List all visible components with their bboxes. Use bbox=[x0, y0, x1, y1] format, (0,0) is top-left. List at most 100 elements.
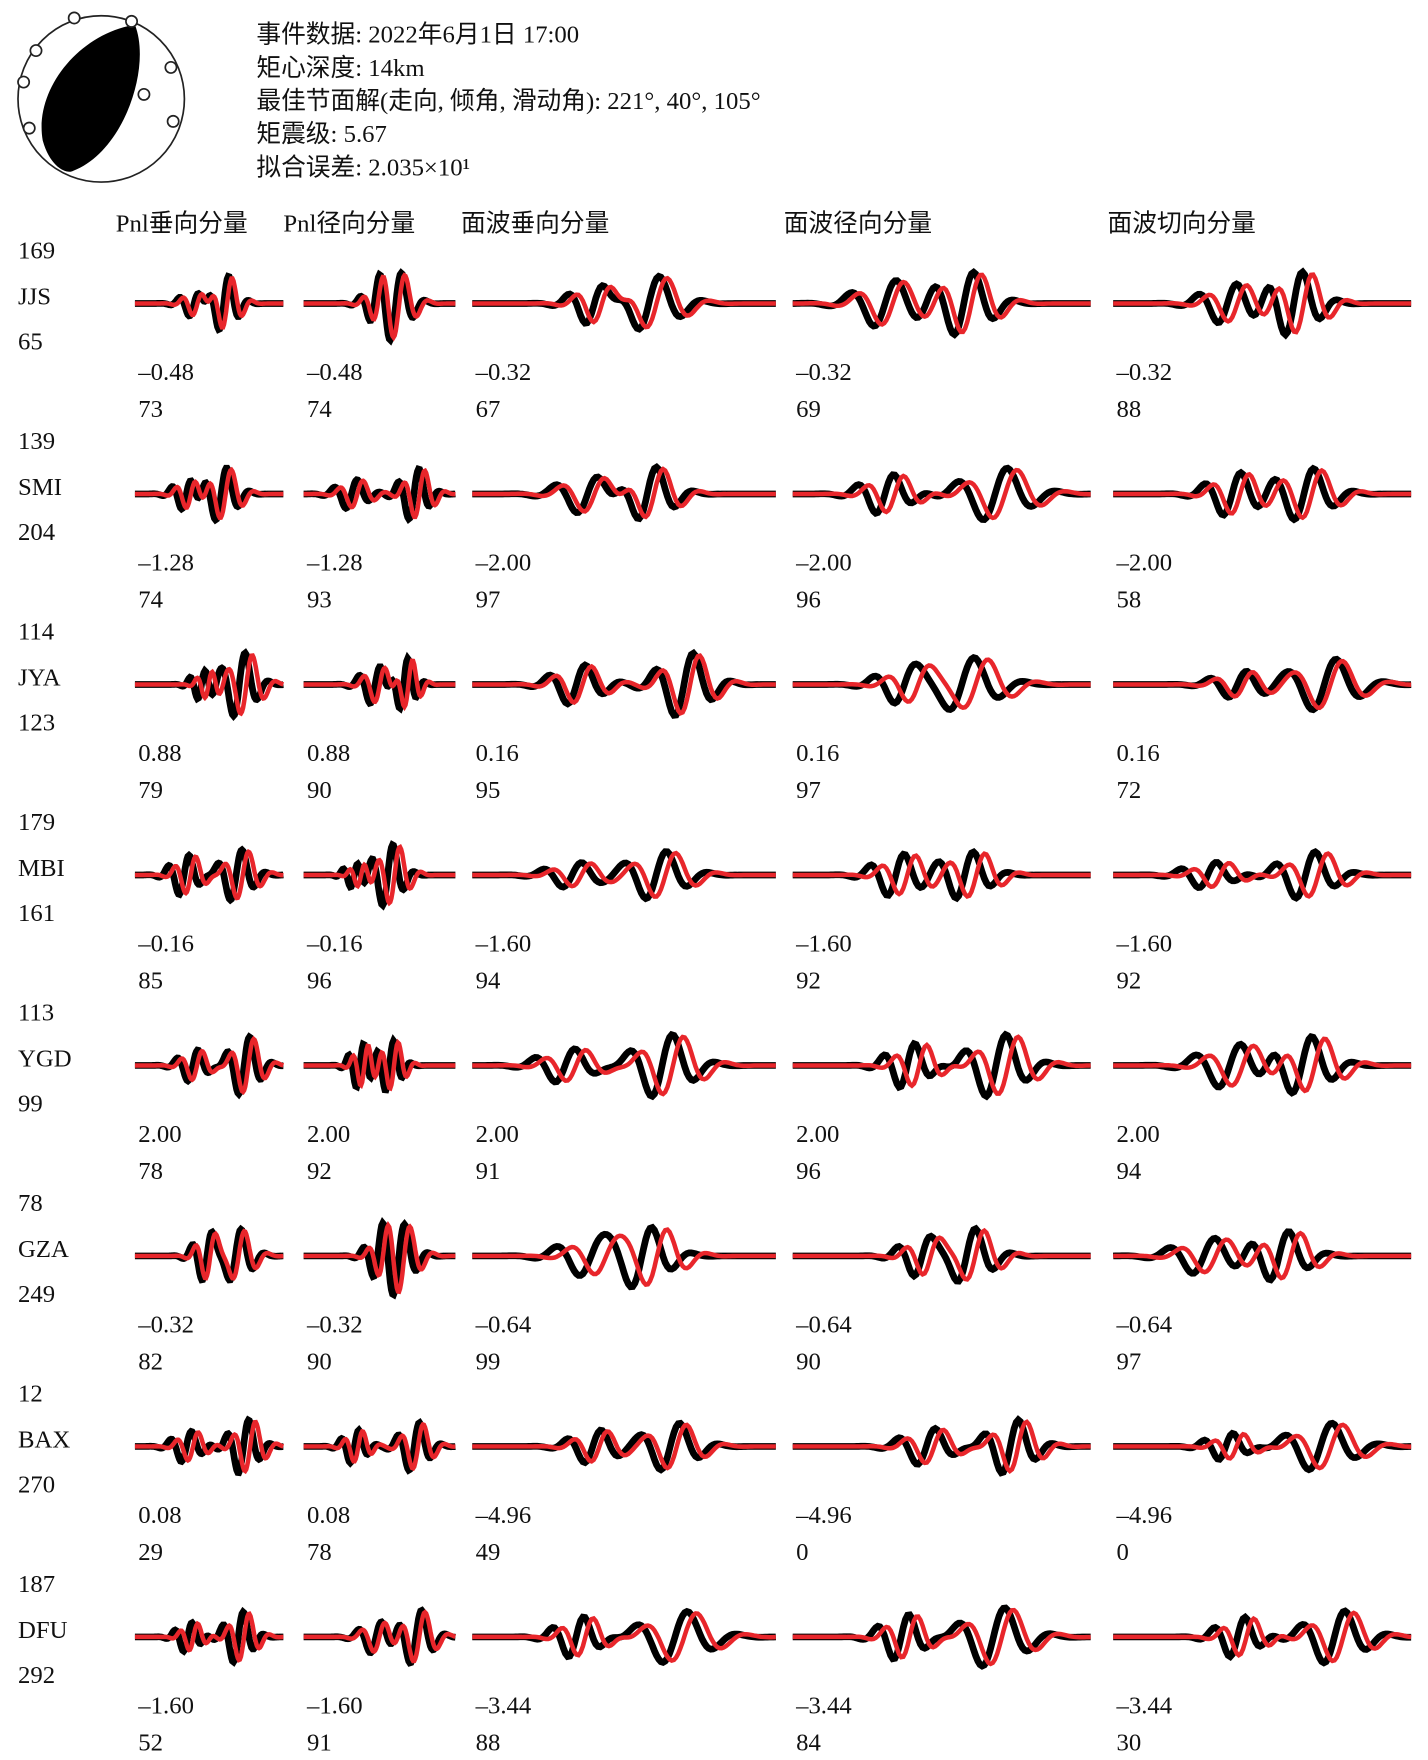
waveform-synthetic bbox=[472, 1227, 776, 1288]
time-shift: –0.16 bbox=[137, 930, 194, 957]
correlation: 78 bbox=[138, 1158, 163, 1185]
correlation: 96 bbox=[307, 967, 332, 994]
waveform-synthetic bbox=[303, 658, 456, 712]
station-distance: 12 bbox=[18, 1380, 43, 1407]
waveform-synthetic bbox=[1113, 1422, 1412, 1471]
waveform-synthetic bbox=[303, 467, 456, 520]
waveform-observed bbox=[303, 465, 456, 524]
correlation: 67 bbox=[476, 396, 501, 423]
correlation: 74 bbox=[307, 396, 332, 423]
waveform-synthetic bbox=[303, 272, 456, 342]
time-shift: 0.08 bbox=[138, 1502, 181, 1529]
waveform-synthetic bbox=[1113, 1036, 1412, 1094]
waveform-synthetic bbox=[303, 1038, 456, 1092]
station-azimuth: 123 bbox=[18, 710, 55, 737]
time-shift: –3.44 bbox=[475, 1692, 532, 1719]
header-line: 矩心深度: 14km bbox=[256, 54, 424, 82]
correlation: 0 bbox=[1117, 1539, 1129, 1566]
waveform-synthetic bbox=[792, 272, 1091, 335]
waveform-synthetic bbox=[472, 1034, 776, 1097]
waveform-synthetic bbox=[1113, 467, 1412, 521]
station-azimuth: 161 bbox=[18, 900, 55, 927]
time-shift: –0.32 bbox=[137, 1311, 194, 1338]
station-distance: 113 bbox=[18, 999, 54, 1026]
correlation: 29 bbox=[138, 1539, 163, 1566]
station-name: SMI bbox=[18, 474, 62, 501]
waveform-synthetic bbox=[1113, 658, 1412, 711]
station-name: YGD bbox=[18, 1046, 72, 1073]
header-line: 矩震级: 5.67 bbox=[256, 120, 386, 148]
correlation: 90 bbox=[307, 777, 332, 804]
waveform-synthetic bbox=[1113, 1610, 1412, 1664]
time-shift: 2.00 bbox=[307, 1121, 350, 1148]
waveform-synthetic bbox=[792, 851, 1091, 900]
time-shift: 0.16 bbox=[796, 740, 839, 767]
station-distance: 78 bbox=[18, 1190, 43, 1217]
waveform-synthetic bbox=[792, 1419, 1091, 1475]
station-name: JJS bbox=[18, 284, 51, 311]
time-shift: –1.60 bbox=[306, 1692, 363, 1719]
waveform-synthetic bbox=[792, 1607, 1091, 1667]
time-shift: –4.96 bbox=[475, 1502, 532, 1529]
correlation: 97 bbox=[796, 777, 821, 804]
correlation: 73 bbox=[138, 396, 163, 423]
correlation: 92 bbox=[796, 967, 821, 994]
correlation: 69 bbox=[796, 396, 821, 423]
station-azimuth: 292 bbox=[18, 1662, 55, 1689]
correlation: 97 bbox=[476, 586, 501, 613]
time-shift: 2.00 bbox=[1117, 1121, 1160, 1148]
time-shift: –2.00 bbox=[795, 549, 852, 576]
station-name: GZA bbox=[18, 1236, 69, 1263]
time-shift: –1.60 bbox=[795, 930, 852, 957]
correlation: 91 bbox=[307, 1729, 332, 1756]
correlation: 99 bbox=[476, 1348, 501, 1375]
station-polarities bbox=[17, 11, 180, 135]
waveform-synthetic bbox=[303, 1221, 456, 1295]
time-shift: –0.32 bbox=[475, 359, 532, 386]
waveform-synthetic bbox=[134, 1419, 285, 1475]
correlation: 88 bbox=[1117, 396, 1142, 423]
time-shift: –0.32 bbox=[1116, 359, 1173, 386]
column-header: Pnl垂向分量 bbox=[116, 210, 248, 238]
column-header: 面波切向分量 bbox=[1108, 210, 1256, 238]
correlation: 96 bbox=[796, 1158, 821, 1185]
correlation: 85 bbox=[138, 967, 163, 994]
time-shift: –2.00 bbox=[475, 549, 532, 576]
column-header: 面波径向分量 bbox=[784, 210, 932, 238]
correlation: 58 bbox=[1117, 586, 1142, 613]
waveform-synthetic bbox=[1113, 272, 1412, 335]
waveform-synthetic bbox=[792, 657, 1091, 711]
waveform-synthetic bbox=[472, 653, 776, 717]
correlation: 84 bbox=[796, 1729, 821, 1756]
time-shift: –0.16 bbox=[306, 930, 363, 957]
correlation: 78 bbox=[307, 1539, 332, 1566]
time-shift: –4.96 bbox=[1116, 1502, 1173, 1529]
header-line: 最佳节面解(走向, 倾角, 滑动角): 221°, 40°, 105° bbox=[256, 87, 760, 115]
correlation: 95 bbox=[476, 777, 501, 804]
correlation: 94 bbox=[476, 967, 501, 994]
beachball bbox=[17, 11, 186, 183]
waveform-synthetic bbox=[134, 1228, 284, 1281]
time-shift: –0.64 bbox=[1116, 1311, 1173, 1338]
correlation: 30 bbox=[1117, 1729, 1142, 1756]
correlation: 0 bbox=[796, 1539, 808, 1566]
station-name: MBI bbox=[18, 855, 65, 882]
station-distance: 179 bbox=[18, 809, 55, 836]
waveform-synthetic bbox=[1113, 851, 1412, 899]
time-shift: –3.44 bbox=[795, 1692, 852, 1719]
station-azimuth: 270 bbox=[18, 1472, 55, 1499]
time-shift: –2.00 bbox=[1116, 549, 1173, 576]
station-distance: 114 bbox=[18, 618, 54, 645]
station-azimuth: 65 bbox=[18, 329, 43, 356]
header-line: 拟合误差: 2.035×10¹ bbox=[256, 153, 470, 181]
correlation: 96 bbox=[796, 586, 821, 613]
time-shift: –0.48 bbox=[137, 359, 194, 386]
station-azimuth: 249 bbox=[18, 1281, 55, 1308]
time-shift: –0.32 bbox=[306, 1311, 363, 1338]
column-header: 面波垂向分量 bbox=[461, 210, 609, 238]
waveform-synthetic bbox=[303, 843, 456, 907]
waveform-synthetic bbox=[472, 275, 776, 330]
station-name: BAX bbox=[18, 1427, 70, 1454]
compressional-quadrant bbox=[41, 24, 140, 172]
